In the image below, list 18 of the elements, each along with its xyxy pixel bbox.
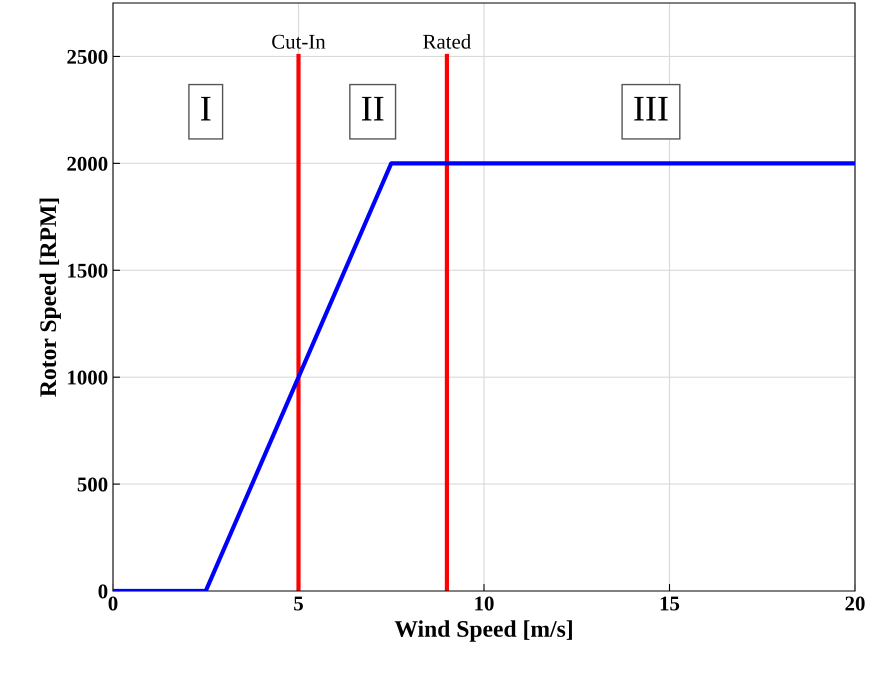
annotation: II (362, 96, 384, 120)
x-tick-label: 5 (294, 596, 303, 611)
y-tick-label: 2500 (67, 50, 108, 64)
x-tick-label: 20 (845, 596, 865, 611)
ref-line-label: Rated (423, 34, 471, 49)
y-axis-title: Rotor Speed [RPM] (40, 198, 61, 397)
x-tick-label: 10 (475, 596, 494, 611)
annotation: I (201, 96, 210, 120)
y-tick-label: 2000 (67, 156, 108, 171)
x-tick-label: 0 (108, 596, 118, 611)
y-tick-label: 500 (78, 477, 108, 492)
y-tick-label: 1500 (68, 264, 108, 278)
y-tick-label: 1000 (68, 370, 108, 385)
x-axis-title: Wind Speed [m/s] (394, 620, 572, 642)
annotation: III (634, 96, 668, 120)
x-tick-label: 15 (660, 596, 680, 611)
ref-line-label: Cut-In (272, 34, 326, 49)
y-tick-label: 0 (98, 584, 108, 598)
